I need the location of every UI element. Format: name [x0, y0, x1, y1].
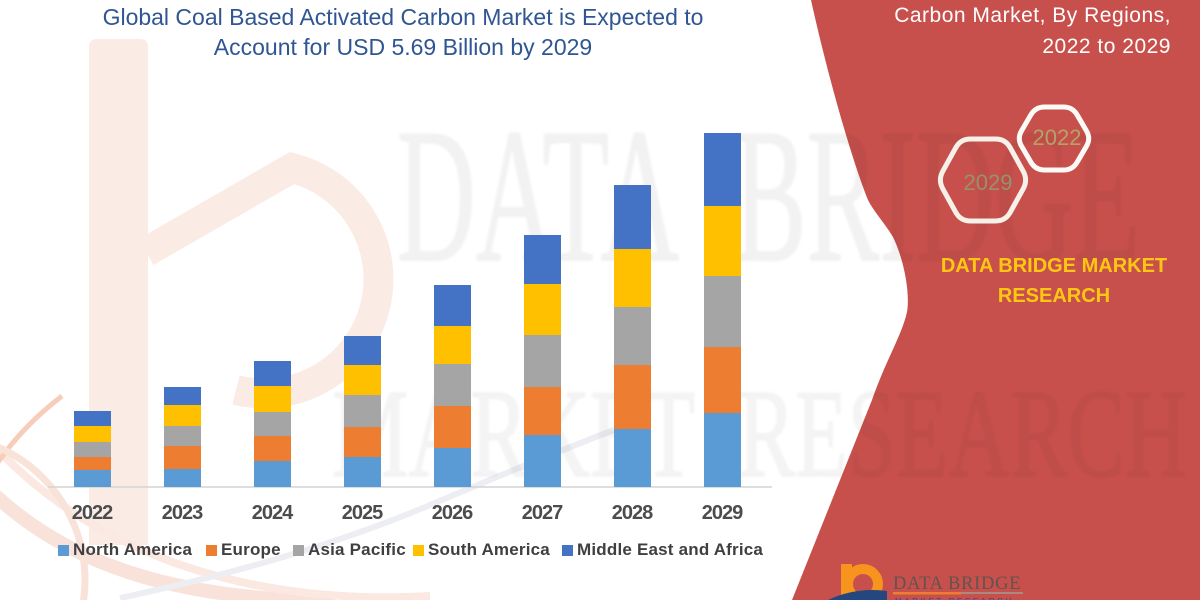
svg-text:2022: 2022: [1033, 125, 1082, 150]
svg-text:MARKET RESEARCH: MARKET RESEARCH: [332, 365, 1187, 504]
svg-text:2029: 2029: [964, 170, 1013, 195]
svg-text:DATA BRIDGE: DATA BRIDGE: [893, 574, 1022, 594]
svg-text:DATA BRIDGE: DATA BRIDGE: [397, 89, 1140, 302]
svg-text:MARKET RESEARCH: MARKET RESEARCH: [895, 597, 1014, 600]
